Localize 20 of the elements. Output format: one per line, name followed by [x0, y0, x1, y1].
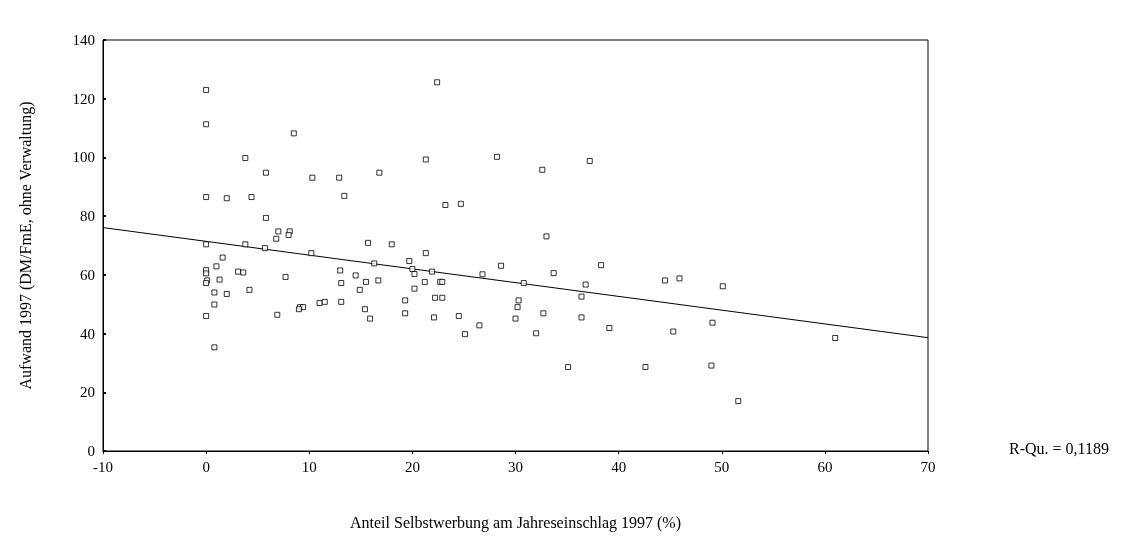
x-tick-label: 70	[920, 458, 936, 475]
y-tick-label: 120	[72, 90, 95, 107]
x-tick-label: 60	[817, 458, 833, 475]
y-tick-label: 100	[72, 149, 95, 166]
y-tick-label: 60	[80, 266, 95, 283]
x-tick-label: 30	[508, 458, 523, 475]
x-tick-label: 10	[301, 458, 317, 475]
y-tick-label: 0	[87, 443, 95, 459]
x-tick-label: -10	[93, 458, 113, 475]
y-tick-label: 40	[80, 325, 95, 342]
x-tick-label: 40	[611, 458, 627, 475]
y-axis-title: Aufwand 1997 (DM/FmE, ohne Verwaltung)	[16, 101, 35, 390]
text: R-Qu. = 0,1189	[1009, 439, 1109, 457]
y-tick-label: 80	[80, 208, 95, 225]
y-tick-label: 20	[80, 384, 95, 401]
x-tick-label: 50	[714, 458, 730, 475]
x-tick-label: 20	[404, 458, 420, 475]
x-axis-title: Anteil Selbstwerbung am Jahreseinschlag 1997 (%)	[349, 513, 682, 532]
y-tick-label: 140	[72, 32, 95, 48]
x-tick-label: 0	[202, 458, 210, 475]
